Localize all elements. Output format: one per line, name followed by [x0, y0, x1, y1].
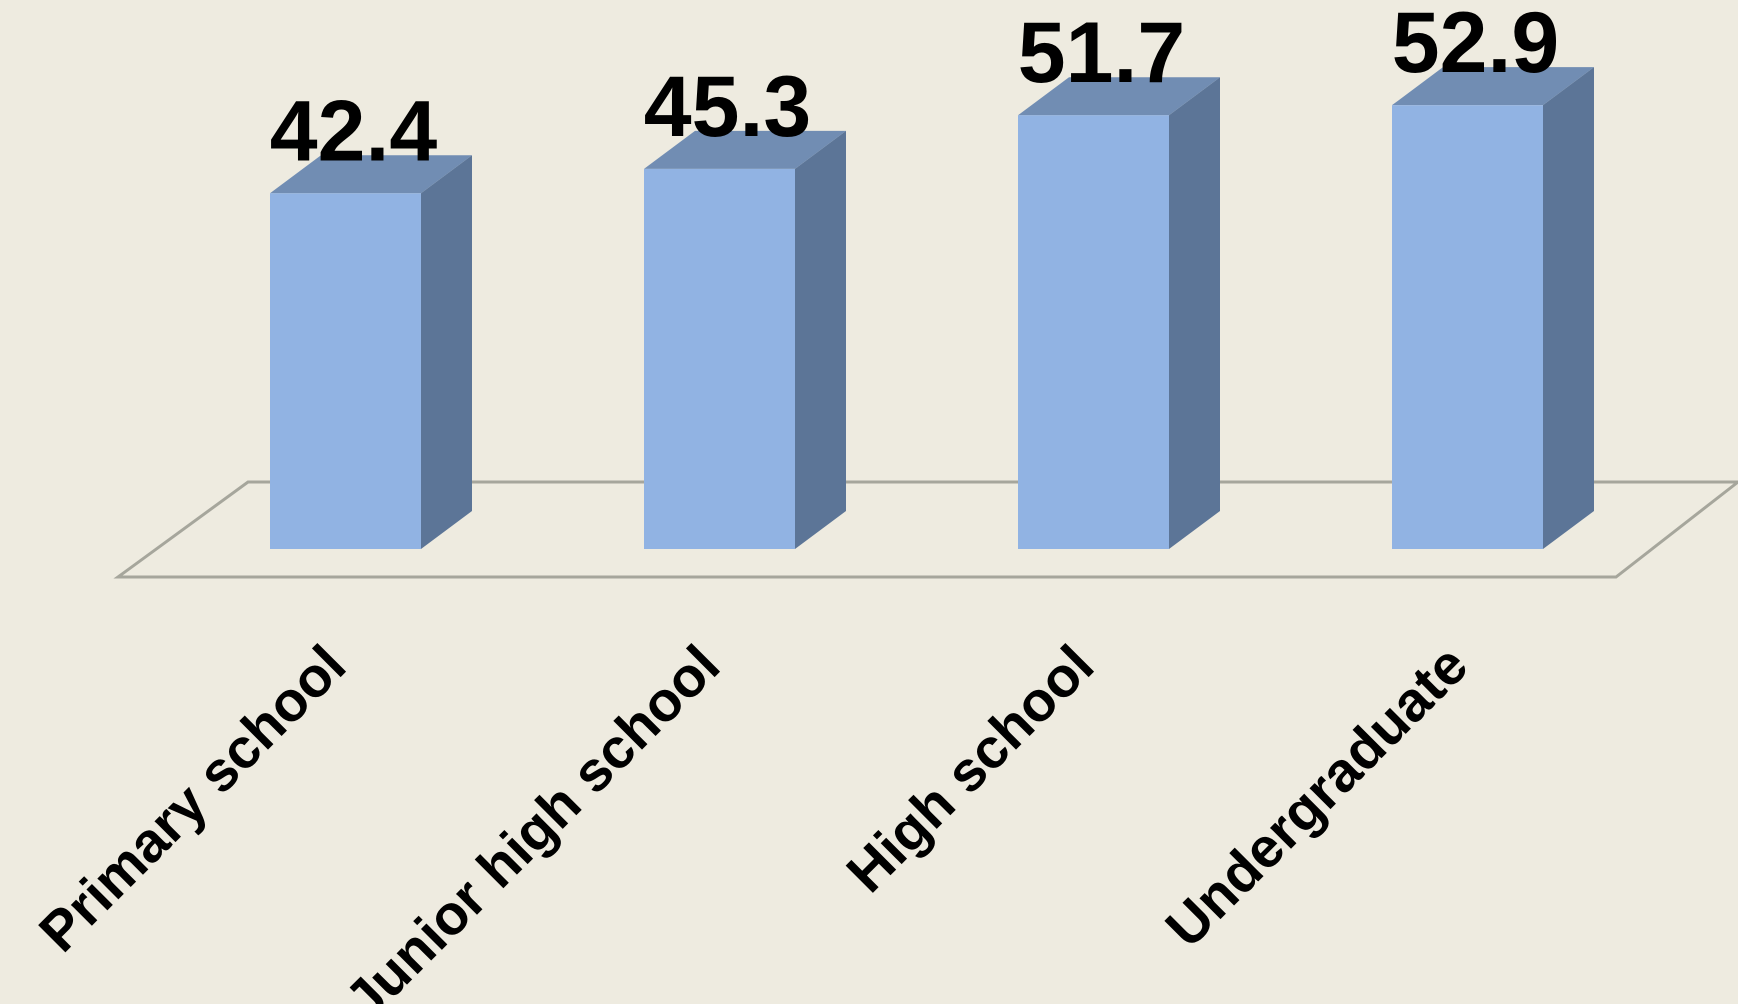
value-labels-group: 42.4 45.3 51.7 52.9	[270, 0, 1559, 179]
bar-side	[421, 155, 472, 549]
bar-front	[1392, 105, 1543, 549]
bar-top	[1392, 67, 1594, 106]
bar-side	[795, 130, 846, 550]
bar	[1392, 67, 1594, 549]
data-label: 52.9	[1392, 0, 1559, 91]
floor-plane	[113, 480, 1738, 579]
data-label: 45.3	[644, 59, 811, 155]
bar	[1018, 77, 1220, 549]
category-label: Undergraduate	[1153, 633, 1479, 959]
bar-front	[1018, 115, 1169, 549]
bar-top	[1018, 77, 1220, 116]
chart-floor	[113, 480, 1738, 579]
bar-front	[644, 168, 795, 550]
category-label: High school	[834, 633, 1105, 904]
bar-top	[270, 155, 472, 194]
bars-group	[270, 67, 1594, 550]
bar-front	[270, 193, 421, 549]
bar-side	[1169, 77, 1220, 549]
data-label: 51.7	[1018, 5, 1185, 101]
bar	[644, 130, 846, 550]
bar-top	[644, 130, 846, 169]
data-label: 42.4	[270, 83, 438, 179]
bar-side	[1543, 67, 1594, 549]
category-label: Primary school	[27, 633, 358, 964]
category-label: Junior high school	[333, 633, 732, 1004]
bar	[270, 155, 472, 549]
